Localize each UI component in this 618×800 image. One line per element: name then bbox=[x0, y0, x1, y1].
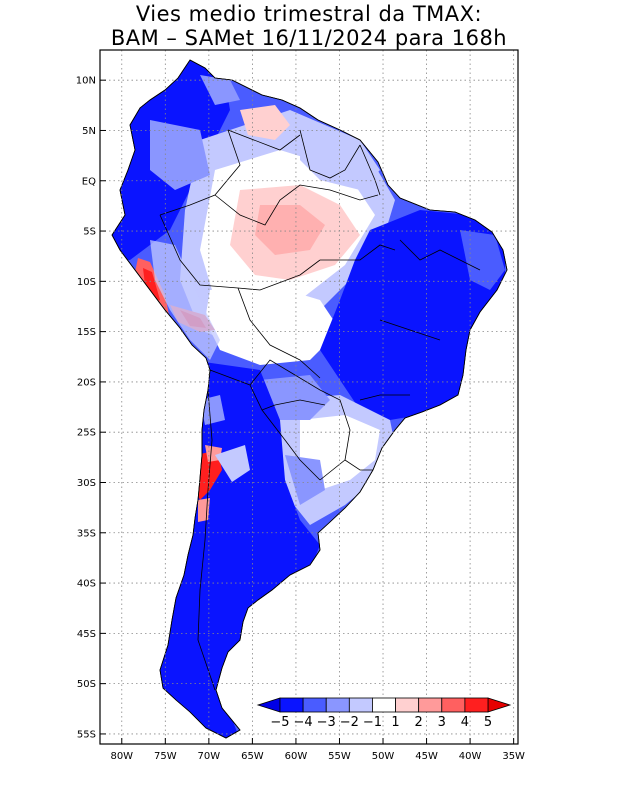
coastline-and-borders bbox=[111, 59, 508, 739]
colorbar-label: 3 bbox=[438, 715, 446, 730]
lon-tick-label: 75W bbox=[154, 751, 177, 762]
colorbar-swatch bbox=[325, 697, 350, 713]
latitude-axis: 10N 5N EQ 5S 10S 15S 20S 25S 30S 35S 40S 45S 50S 55S bbox=[76, 76, 106, 740]
colorbar-swatch bbox=[395, 697, 420, 713]
title-line-2: BAM – SAMet 16/11/2024 para 168h bbox=[110, 26, 508, 50]
colorbar-label: 2 bbox=[415, 715, 423, 730]
lat-tick-label: 35S bbox=[77, 528, 96, 539]
colorbar-label: −2 bbox=[340, 715, 359, 730]
colorbar-label: −1 bbox=[363, 715, 382, 730]
colorbar-label: 4 bbox=[461, 715, 469, 730]
lat-tick-label: 5N bbox=[82, 126, 96, 137]
lon-tick-label: 65W bbox=[241, 751, 264, 762]
colorbar-swatch bbox=[279, 697, 304, 713]
colorbar-label: 5 bbox=[484, 715, 492, 730]
lat-tick-label: 55S bbox=[77, 729, 96, 740]
colorbar-label: −4 bbox=[294, 715, 313, 730]
lon-tick-label: 70W bbox=[198, 751, 221, 762]
lon-tick-label: 40W bbox=[459, 751, 482, 762]
colorbar-label: 1 bbox=[391, 715, 399, 730]
lat-tick-label: 20S bbox=[77, 377, 96, 388]
colorbar: −5 −4 −3 −2 −1 1 2 3 4 5 bbox=[256, 697, 512, 730]
lat-tick-label: 15S bbox=[77, 327, 96, 338]
lat-tick-label: 45S bbox=[77, 629, 96, 640]
lon-tick-label: 45W bbox=[415, 751, 438, 762]
lat-tick-label: 25S bbox=[77, 428, 96, 439]
lat-lon-grid bbox=[100, 50, 518, 744]
title-line-1: Vies medio trimestral da TMAX: bbox=[135, 2, 483, 26]
lat-tick-label: 10S bbox=[77, 277, 96, 288]
colorbar-label: −3 bbox=[317, 715, 336, 730]
colorbar-swatch bbox=[302, 697, 327, 713]
lat-tick-label: 40S bbox=[77, 579, 96, 590]
colorbar-label: −5 bbox=[270, 715, 289, 730]
longitude-axis: 80W 75W 70W 65W 60W 55W 50W 45W 40W 35W bbox=[110, 738, 525, 762]
lat-tick-label: 50S bbox=[77, 679, 96, 690]
lat-tick-label: 5S bbox=[83, 227, 96, 238]
lat-tick-label: 30S bbox=[77, 478, 96, 489]
lon-tick-label: 35W bbox=[502, 751, 525, 762]
map-frame bbox=[99, 49, 519, 745]
colorbar-swatch bbox=[464, 697, 489, 713]
colorbar-swatch bbox=[348, 697, 373, 713]
colorbar-swatch bbox=[418, 697, 443, 713]
map-title: Vies medio trimestral da TMAX: BAM – SAM… bbox=[0, 2, 618, 50]
colorbar-swatch bbox=[372, 697, 396, 713]
colorbar-swatch bbox=[441, 697, 466, 713]
lat-tick-label: EQ bbox=[82, 176, 96, 187]
lon-tick-label: 80W bbox=[110, 751, 133, 762]
lon-tick-label: 50W bbox=[372, 751, 395, 762]
lon-tick-label: 55W bbox=[328, 751, 351, 762]
lat-tick-label: 10N bbox=[76, 76, 96, 87]
lon-tick-label: 60W bbox=[285, 751, 308, 762]
